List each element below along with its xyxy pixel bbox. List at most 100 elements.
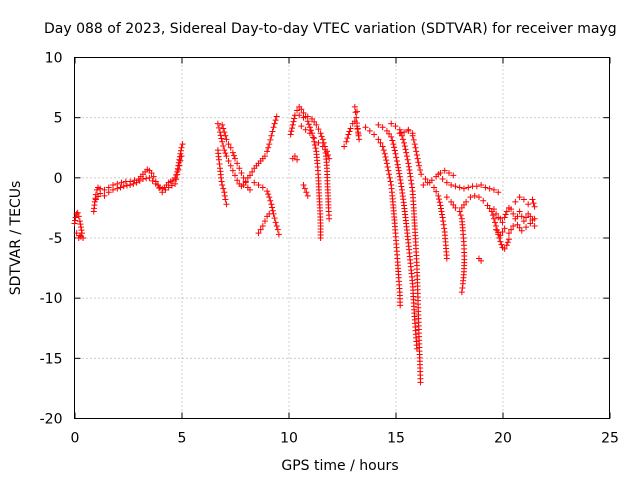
- data-point: [440, 218, 447, 225]
- data-point: [471, 192, 478, 199]
- data-point: [300, 182, 307, 189]
- data-point: [435, 192, 442, 199]
- data-point: [531, 215, 538, 222]
- data-point: [495, 229, 502, 236]
- data-point: [273, 113, 280, 120]
- data-point: [275, 231, 282, 238]
- data-point: [307, 127, 314, 134]
- data-point: [520, 218, 527, 225]
- data-point: [221, 147, 228, 154]
- data-point: [345, 131, 352, 138]
- data-point: [518, 213, 525, 220]
- data-point: [220, 185, 227, 192]
- data-point: [508, 226, 515, 233]
- data-point: [269, 128, 276, 135]
- tick-layer: 0 5 10 15 20 25 -20 -15 -10 -5 0 5 10: [40, 51, 619, 447]
- data-point: [156, 185, 163, 192]
- data-point: [398, 183, 405, 190]
- data-point: [401, 129, 408, 136]
- data-point: [386, 174, 393, 181]
- data-point: [274, 226, 281, 233]
- data-point: [417, 379, 424, 386]
- data-point: [168, 182, 175, 189]
- data-point: [457, 212, 464, 219]
- data-point: [520, 196, 527, 203]
- data-point: [413, 148, 420, 155]
- data-point: [344, 135, 351, 142]
- data-point: [354, 125, 361, 132]
- data-point: [493, 226, 500, 233]
- data-point: [450, 172, 457, 179]
- data-point: [230, 152, 237, 159]
- data-point: [392, 123, 399, 130]
- data-point: [366, 127, 373, 134]
- data-point: [417, 167, 424, 174]
- data-point: [501, 225, 508, 232]
- data-point: [473, 183, 480, 190]
- data-point: [222, 150, 229, 157]
- data-point: [443, 255, 450, 262]
- series-seg-4: [341, 103, 363, 150]
- data-point: [223, 136, 230, 143]
- data-point: [475, 194, 482, 201]
- data-point: [381, 150, 388, 157]
- data-point: [133, 179, 140, 186]
- data-point: [405, 163, 412, 170]
- data-point: [397, 302, 404, 309]
- data-point: [255, 230, 262, 237]
- data-point: [229, 167, 236, 174]
- data-point: [221, 192, 228, 199]
- data-point: [310, 134, 317, 141]
- data-point: [397, 129, 404, 136]
- data-point: [220, 142, 227, 149]
- data-point: [234, 160, 241, 167]
- data-point: [516, 194, 523, 201]
- data-point: [139, 176, 146, 183]
- data-point: [504, 239, 511, 246]
- data-point: [120, 183, 127, 190]
- data-point: [352, 109, 359, 116]
- data-point: [386, 171, 393, 178]
- data-point: [220, 125, 227, 132]
- data-point: [176, 162, 183, 169]
- data-point: [497, 238, 504, 245]
- data-point: [287, 131, 294, 138]
- x-tick-label: 5: [178, 431, 187, 447]
- series-seg-7b: [493, 220, 538, 239]
- data-point: [347, 125, 354, 132]
- data-point: [266, 194, 273, 201]
- data-point: [264, 188, 271, 195]
- data-point: [259, 222, 266, 229]
- data-point: [303, 189, 310, 196]
- data-point: [251, 179, 258, 186]
- data-point: [76, 218, 83, 225]
- data-point: [420, 182, 427, 189]
- data-point: [270, 124, 277, 131]
- series-seg-2d: [251, 179, 282, 238]
- data-point: [261, 153, 268, 160]
- data-point: [301, 185, 308, 192]
- data-point: [298, 123, 305, 130]
- data-point: [441, 225, 448, 232]
- data-point: [409, 184, 416, 191]
- data-point: [390, 141, 397, 148]
- data-point: [317, 235, 324, 241]
- data-point: [236, 165, 243, 172]
- data-point: [518, 227, 525, 234]
- data-point: [492, 219, 499, 226]
- data-point: [222, 132, 229, 139]
- series-seg-6: [435, 171, 502, 196]
- data-point: [377, 139, 384, 146]
- data-point: [379, 143, 386, 150]
- data-point: [499, 219, 506, 226]
- data-point: [227, 162, 234, 169]
- data-point: [179, 141, 186, 148]
- data-point: [382, 153, 389, 160]
- series-seg-3c: [298, 123, 333, 162]
- data-point: [495, 189, 502, 196]
- data-point: [446, 170, 452, 177]
- series-seg-3: [287, 103, 324, 241]
- series-seg-2b: [219, 121, 253, 193]
- data-point: [386, 130, 393, 137]
- data-point: [264, 148, 271, 155]
